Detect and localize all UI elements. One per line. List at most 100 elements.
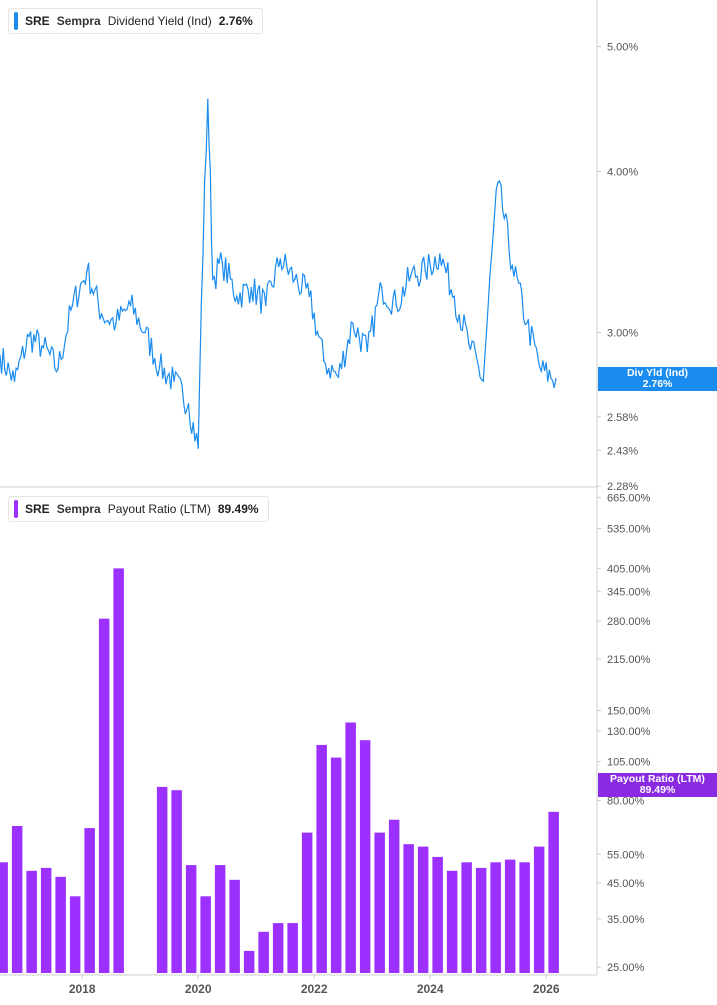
y-tick-label: 150.00% bbox=[607, 706, 651, 718]
y-tick-label: 345.00% bbox=[607, 586, 651, 598]
legend-metric: Dividend Yield (Ind) bbox=[107, 14, 212, 28]
payout-bar bbox=[98, 618, 110, 973]
axes-layer: 5.00% 4.00% 3.00% 2.58% 2.43% 2.28%665.00% 535… bbox=[0, 0, 651, 996]
data-point bbox=[42, 346, 45, 349]
payout-bar bbox=[446, 870, 458, 973]
data-point bbox=[308, 295, 311, 298]
payout-bar bbox=[548, 811, 559, 973]
legend-ticker: SRE bbox=[25, 14, 50, 28]
payout-bar bbox=[374, 832, 385, 973]
legend-company: Sempra bbox=[56, 14, 101, 28]
data-point bbox=[100, 313, 103, 315]
y-tick-label: 25.00% bbox=[607, 962, 645, 974]
y-tick-label: 105.00% bbox=[607, 757, 651, 769]
x-tick-label: 2022 bbox=[301, 982, 328, 996]
series-color-swatch bbox=[14, 500, 18, 518]
data-point bbox=[211, 278, 214, 280]
data-point bbox=[424, 269, 427, 272]
data-point bbox=[265, 304, 267, 306]
payout-bar bbox=[287, 923, 298, 973]
dividend-yield-legend[interactable]: SRE Sempra Dividend Yield (Ind) 2.76% bbox=[8, 8, 263, 34]
data-point bbox=[86, 269, 88, 272]
data-point bbox=[395, 304, 398, 306]
payout-bar bbox=[156, 786, 168, 973]
legend-ticker: SRE bbox=[25, 502, 50, 516]
data-point bbox=[57, 368, 59, 370]
dividend-yield-panel bbox=[0, 98, 557, 449]
data-point bbox=[497, 181, 499, 184]
data-point bbox=[115, 322, 117, 324]
y-tick-label: 130.00% bbox=[607, 726, 651, 738]
payout-bar bbox=[113, 568, 124, 973]
y-tick-label: 3.00% bbox=[607, 327, 638, 339]
payout-ratio-legend[interactable]: SRE Sempra Payout Ratio (LTM) 89.49% bbox=[8, 496, 269, 522]
y-tick-label: 55.00% bbox=[607, 849, 645, 861]
x-tick-label: 2018 bbox=[69, 982, 96, 996]
current-payout-tag: Payout Ratio (LTM) 89.49% bbox=[598, 772, 717, 797]
data-point bbox=[381, 286, 383, 289]
y-tick-label: 80.00% bbox=[607, 796, 645, 808]
y-tick-label: 665.00% bbox=[607, 492, 651, 504]
current-yield-tag-value: 2.76% bbox=[642, 378, 673, 391]
y-tick-label: 4.00% bbox=[607, 166, 638, 178]
x-tick-label: 2026 bbox=[533, 982, 560, 996]
data-point bbox=[410, 274, 412, 277]
data-point bbox=[158, 366, 161, 368]
payout-bar bbox=[185, 865, 197, 973]
payout-bar bbox=[475, 867, 487, 973]
y-tick-label: 280.00% bbox=[607, 616, 651, 628]
data-point bbox=[129, 304, 132, 306]
legend-value: 2.76% bbox=[218, 14, 253, 28]
current-payout-tag-value: 89.49% bbox=[639, 783, 676, 796]
data-point bbox=[540, 370, 543, 372]
y-tick-label: 5.00% bbox=[607, 42, 638, 54]
payout-bar bbox=[0, 862, 8, 973]
payout-bar bbox=[403, 844, 414, 973]
data-point bbox=[250, 286, 253, 289]
data-point bbox=[0, 354, 1, 357]
payout-bar bbox=[40, 867, 52, 973]
y-tick-label: 215.00% bbox=[607, 654, 651, 666]
data-point bbox=[468, 342, 470, 345]
data-point bbox=[555, 378, 557, 380]
y-tick-label: 2.58% bbox=[607, 412, 638, 424]
payout-bar bbox=[69, 896, 81, 973]
payout-ratio-panel bbox=[0, 568, 559, 973]
payout-bar bbox=[388, 819, 400, 973]
payout-bar bbox=[258, 931, 269, 973]
payout-bar bbox=[316, 744, 327, 973]
data-point bbox=[526, 322, 528, 324]
data-point bbox=[453, 295, 456, 298]
data-point bbox=[279, 258, 282, 260]
data-point bbox=[511, 264, 514, 267]
data-point bbox=[221, 261, 224, 264]
payout-bar bbox=[11, 826, 23, 973]
data-point bbox=[352, 322, 354, 324]
payout-bar bbox=[26, 870, 37, 973]
y-tick-label: 45.00% bbox=[607, 878, 645, 890]
data-point bbox=[236, 295, 238, 298]
payout-bar bbox=[359, 740, 371, 973]
data-point bbox=[366, 350, 369, 353]
data-point bbox=[173, 380, 175, 382]
data-point bbox=[439, 253, 441, 256]
data-point bbox=[337, 376, 340, 378]
payout-bar bbox=[490, 862, 501, 973]
dividend-yield-line bbox=[0, 99, 557, 449]
payout-bar bbox=[301, 832, 313, 973]
data-point bbox=[187, 403, 190, 405]
legend-metric: Payout Ratio (LTM) bbox=[107, 502, 211, 516]
payout-bar bbox=[171, 790, 182, 973]
y-tick-label: 2.43% bbox=[607, 445, 638, 457]
x-tick-label: 2024 bbox=[417, 982, 444, 996]
payout-bar bbox=[330, 757, 342, 973]
payout-bar bbox=[272, 923, 284, 973]
data-point bbox=[294, 278, 296, 280]
payout-bar bbox=[461, 862, 472, 973]
legend-company: Sempra bbox=[56, 502, 101, 516]
payout-bar bbox=[200, 896, 211, 973]
y-tick-label: 405.00% bbox=[607, 563, 651, 575]
payout-bar bbox=[84, 828, 95, 973]
current-yield-tag-label: Div Yld (Ind) bbox=[626, 367, 689, 380]
